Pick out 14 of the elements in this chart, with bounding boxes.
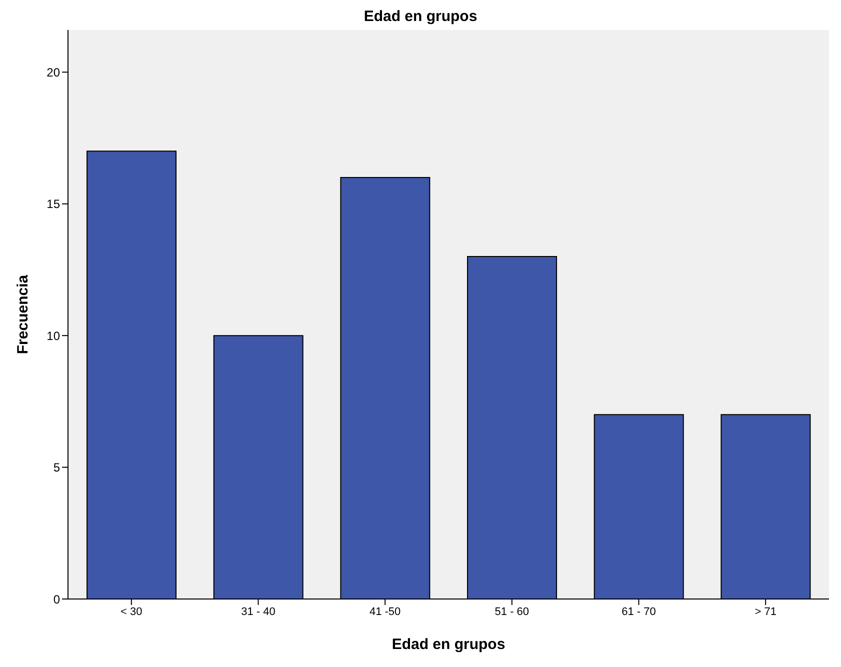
x-tick-label: 51 - 60 [494, 606, 530, 618]
y-tick-label: 10 [46, 328, 60, 343]
x-axis-title: Edad en grupos [392, 636, 506, 653]
y-tick-label: 5 [53, 460, 60, 475]
y-axis-title: Frecuencia [14, 274, 32, 354]
y-tick-label: 0 [53, 592, 60, 606]
x-tick-label: 41 -50 [369, 606, 401, 618]
chart-title: Edad en grupos [362, 8, 478, 26]
y-tick-label: 20 [46, 65, 60, 80]
x-tick-label: > 71 [754, 606, 776, 618]
y-tick-label: 15 [46, 197, 60, 212]
x-tick-label: 31 - 40 [241, 606, 276, 618]
x-tick-label: < 30 [120, 606, 142, 618]
x-tick-label: 61 - 70 [622, 606, 656, 618]
